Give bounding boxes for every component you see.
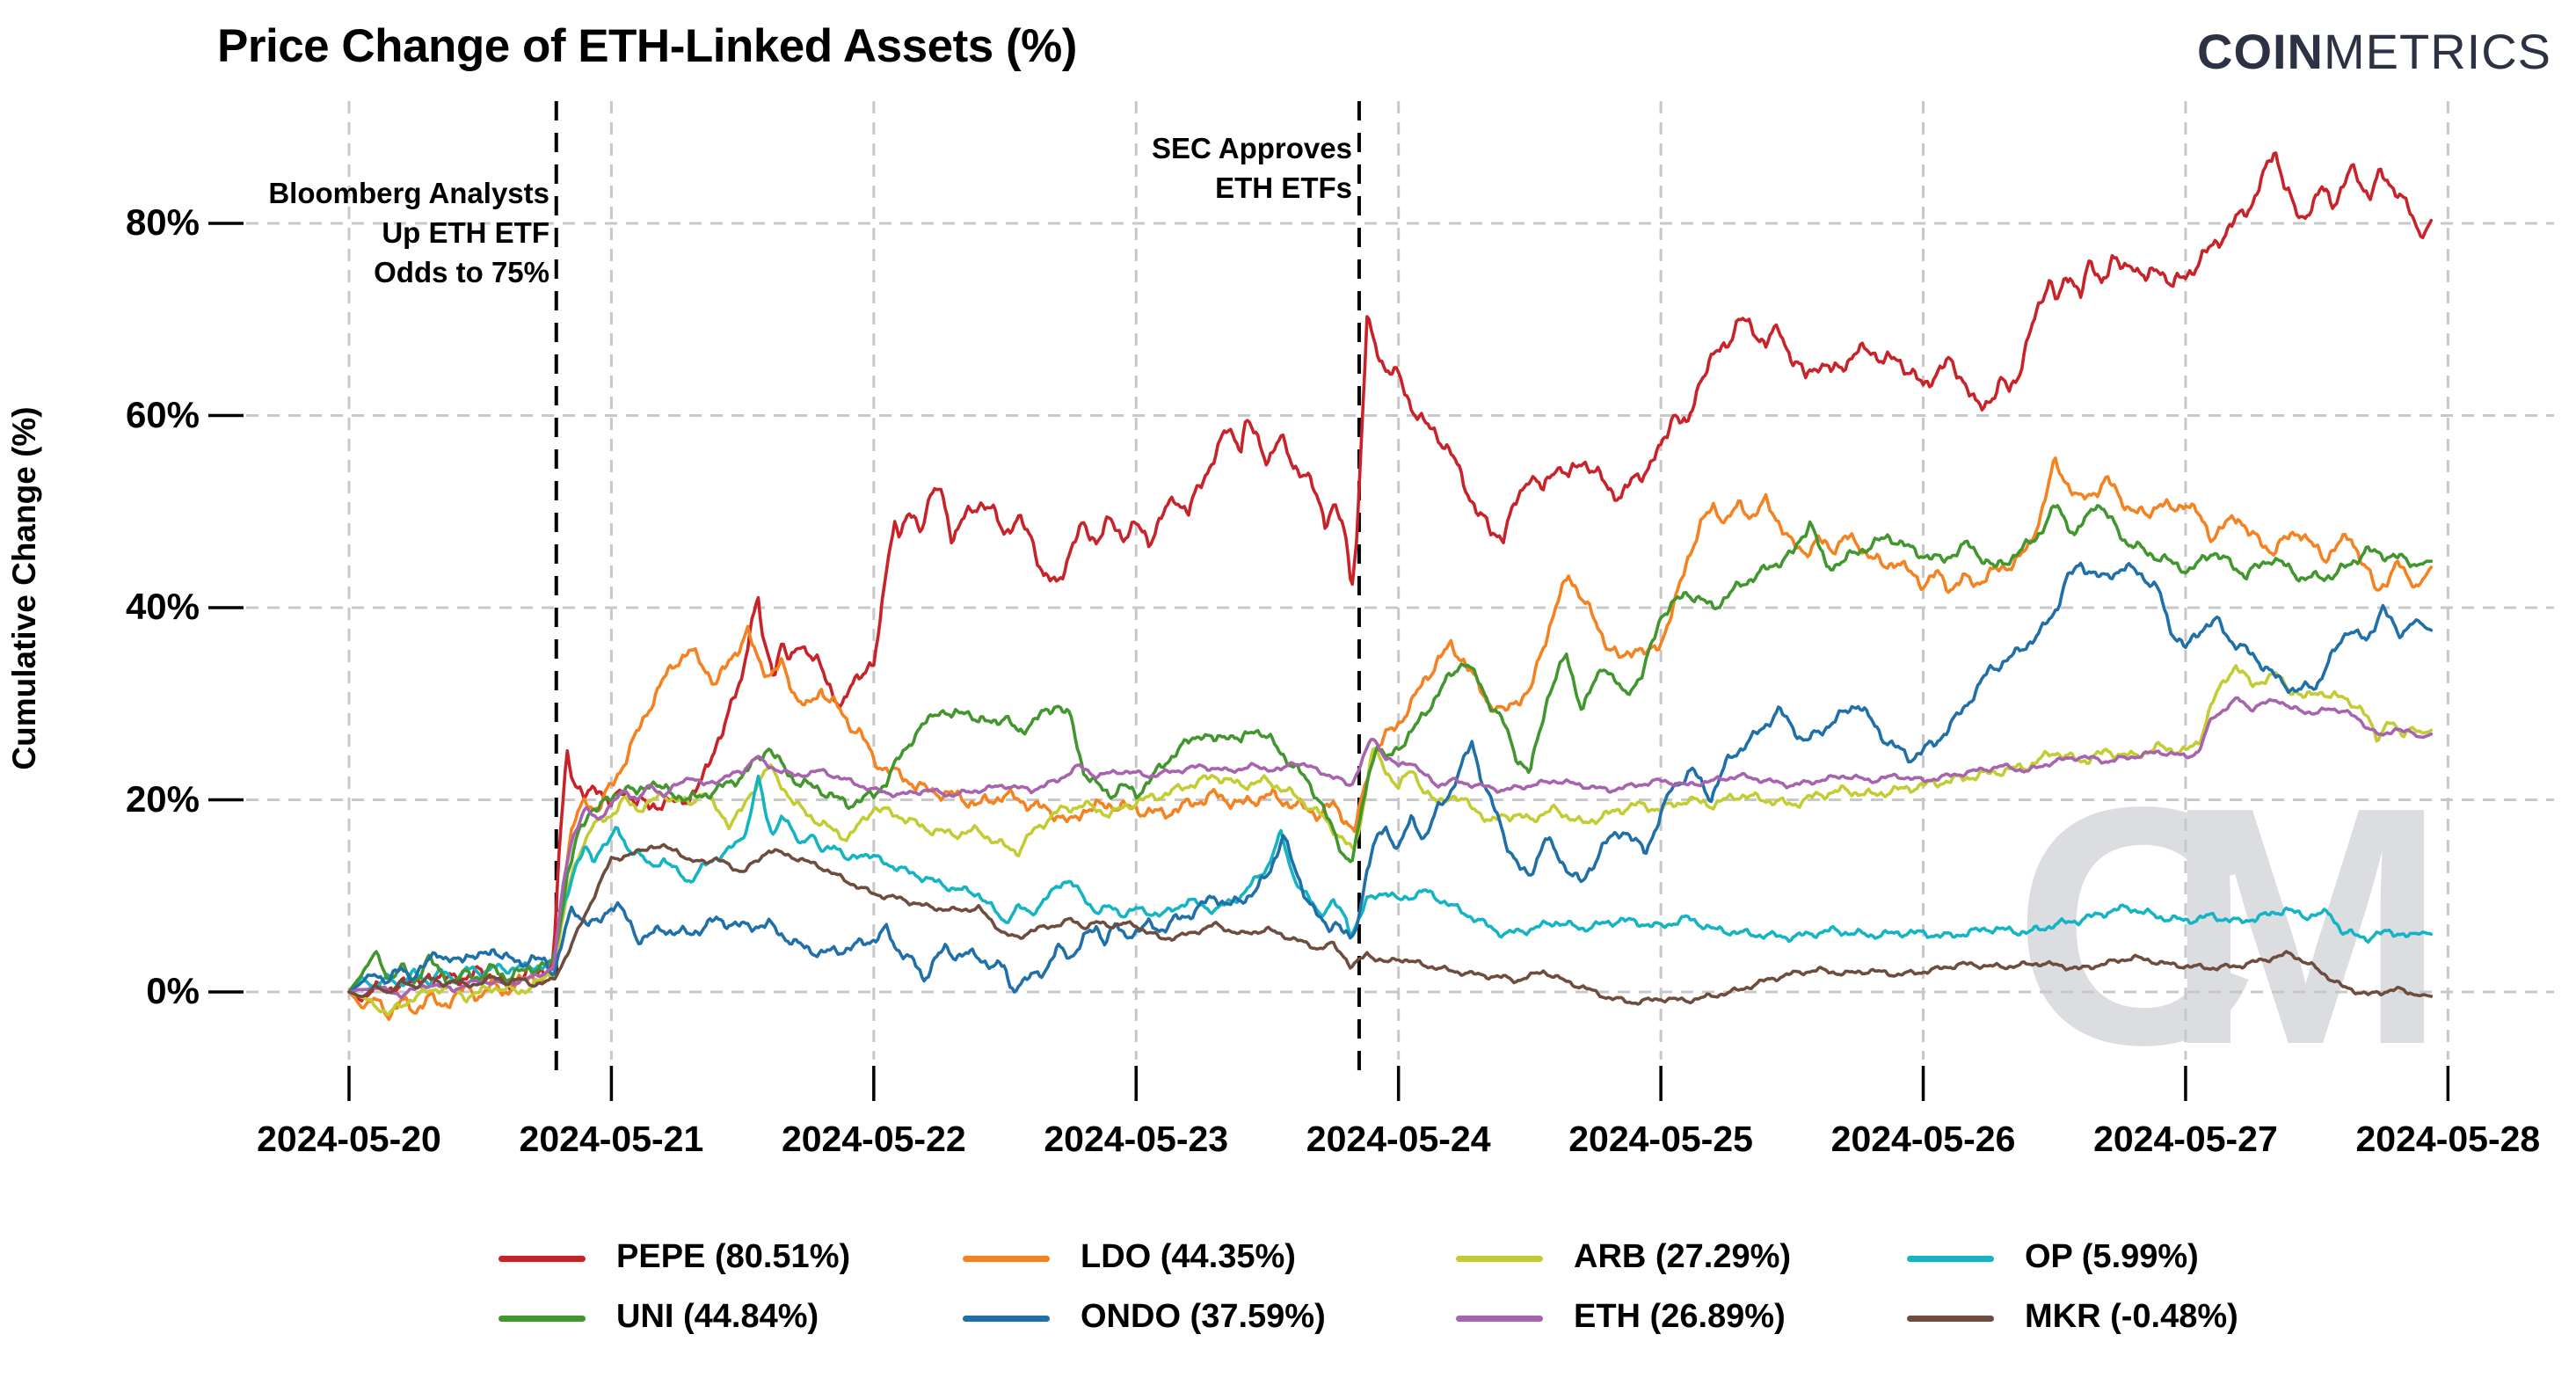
series-line-uni: [347, 504, 2434, 994]
legend-label-pepe: PEPE (80.51%): [616, 1238, 851, 1275]
legend-swatch-uni: [498, 1316, 586, 1322]
x-tick-label-2: 2024-05-22: [781, 1119, 966, 1159]
series-line-ldo: [347, 456, 2434, 1021]
legend-label-eth: ETH (26.89%): [1574, 1298, 1786, 1335]
annotation-line: SEC Approves: [1151, 132, 1352, 164]
series-line-mkr: [347, 842, 2434, 1006]
series-line-arb: [347, 664, 2434, 1017]
x-tick-label-4: 2024-05-24: [1306, 1119, 1491, 1159]
series-line-eth: [347, 696, 2434, 1000]
annotation-bloomberg-eth-etf-odds: Bloomberg Analysts Up ETH ETF Odds to 75…: [268, 173, 549, 292]
legend-label-uni: UNI (44.84%): [616, 1298, 819, 1335]
logo-bold-part: COIN: [2197, 24, 2324, 79]
x-tick-label-6: 2024-05-26: [1830, 1119, 2016, 1159]
y-tick-label-20: 20%: [125, 777, 200, 820]
legend-swatch-arb: [1456, 1256, 1543, 1262]
y-tick-label-0: 0%: [146, 970, 200, 1011]
annotation-line: Bloomberg Analysts: [268, 177, 549, 209]
annotation-line: ETH ETFs: [1215, 171, 1352, 204]
x-tick-label-8: 2024-05-28: [2355, 1119, 2541, 1159]
legend-swatch-pepe: [498, 1256, 586, 1262]
x-tick-label-0: 2024-05-20: [257, 1119, 441, 1159]
legend-swatch-mkr: [1907, 1316, 1994, 1322]
page-title: Price Change of ETH-Linked Assets (%): [217, 20, 1077, 72]
y-tick-label-40: 40%: [125, 586, 200, 627]
legend-swatch-op: [1907, 1256, 1994, 1262]
legend-swatch-eth: [1456, 1316, 1543, 1322]
x-tick-label-1: 2024-05-21: [519, 1119, 704, 1159]
annotation-line: Up ETH ETF: [382, 216, 549, 249]
legend-label-arb: ARB (27.29%): [1574, 1238, 1792, 1275]
legend-label-ldo: LDO (44.35%): [1081, 1238, 1296, 1275]
legend-swatch-ldo: [963, 1256, 1050, 1262]
logo-light-part: METRICS: [2324, 24, 2551, 79]
x-tick-label-3: 2024-05-23: [1044, 1119, 1229, 1159]
legend-label-ondo: ONDO (37.59%): [1081, 1298, 1326, 1335]
series-line-ondo: [347, 561, 2434, 994]
x-tick-label-5: 2024-05-25: [1568, 1119, 1753, 1159]
y-tick-label-60: 60%: [125, 393, 200, 435]
coinmetrics-logo: COINMETRICS: [2197, 23, 2551, 80]
y-tick-label-80: 80%: [125, 201, 200, 243]
annotation-line: Odds to 75%: [374, 256, 549, 288]
legend-label-mkr: MKR (-0.48%): [2025, 1298, 2238, 1335]
series-line-pepe: [347, 151, 2434, 1003]
legend-label-op: OP (5.99%): [2025, 1238, 2199, 1275]
legend-swatch-ondo: [963, 1316, 1050, 1322]
cm-watermark-m: M: [2165, 736, 2447, 1115]
series-line-op: [347, 774, 2434, 994]
x-tick-label-7: 2024-05-27: [2093, 1119, 2278, 1159]
annotation-sec-approves-eth-etfs: SEC Approves ETH ETFs: [1152, 128, 1352, 208]
